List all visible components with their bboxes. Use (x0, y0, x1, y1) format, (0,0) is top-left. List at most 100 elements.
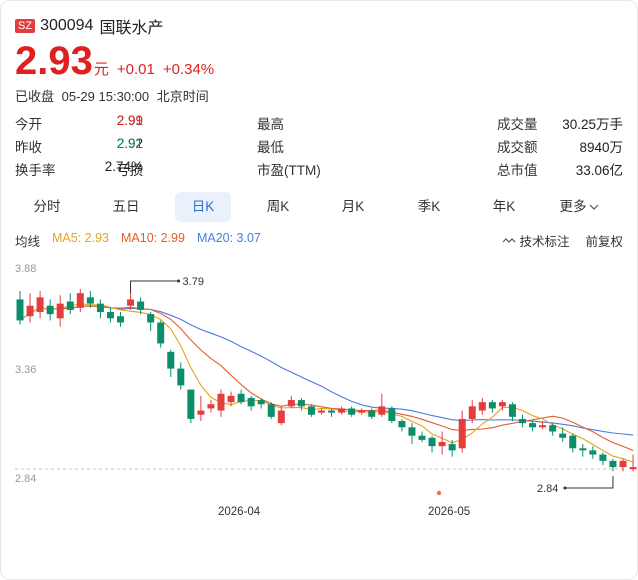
tab-label: 季K (417, 199, 441, 214)
stat-label: 最低 (257, 140, 284, 155)
price-row: 2.93 元 +0.01 +0.34% (15, 39, 214, 83)
candle-body (338, 408, 346, 413)
ma5-line (19, 303, 634, 463)
stock-name[interactable]: 国联水产 (99, 20, 164, 37)
kline-chart[interactable]: 3.88 3.36 2.84 3.79 2.84 (1, 256, 638, 526)
price-change: +0.01 (116, 61, 155, 78)
wave-icon (503, 237, 516, 243)
tab-2[interactable]: 日K (175, 192, 231, 222)
candle-body (438, 441, 446, 447)
stat-label: 最高 (257, 117, 284, 132)
candle-body (167, 351, 175, 369)
x-tick-label: 2026-04 (218, 506, 261, 518)
chevron-down-icon (589, 204, 598, 210)
candle-body (388, 408, 396, 422)
stat-label: 成交量 (497, 117, 538, 132)
tab-3[interactable]: 周K (252, 192, 304, 222)
candle-body (207, 404, 215, 409)
tab-1[interactable]: 五日 (100, 192, 152, 222)
tab-label: 月K (341, 199, 365, 214)
candle-body (237, 393, 245, 403)
tab-5[interactable]: 季K (403, 192, 455, 222)
stat-label: 换手率 (15, 163, 56, 178)
stat-label: 总市值 (497, 163, 538, 178)
stats-row: 昨收 2.92 最低 2.91 成交额 8940万 (15, 136, 625, 159)
market-badge: SZ (15, 19, 36, 33)
candle-body (418, 435, 426, 440)
ma-legend-label: 均线 (15, 235, 41, 249)
candle-body (609, 460, 617, 468)
period-tabs: 分时 五日 日K 周K 月K 季K 年K 更多 (15, 192, 625, 224)
candle-body (498, 402, 506, 407)
stats-row: 今开 2.91 最高 2.99 成交量 30.25万手 (15, 113, 625, 136)
candle-body (569, 435, 577, 449)
tab-label: 周K (266, 199, 290, 214)
candle-body (297, 400, 305, 407)
ma5-value: MA5: 2.93 (52, 231, 109, 245)
last-price: 2.93 (15, 39, 93, 83)
candle-body (307, 406, 315, 415)
market-status: 已收盘 05-29 15:30:00 北京时间 (15, 86, 209, 105)
tab-label: 分时 (33, 199, 61, 214)
tab-label: 日K (191, 199, 215, 214)
candle-body (66, 301, 74, 310)
low-leader (564, 476, 614, 489)
candle-body (378, 406, 386, 415)
stats-grid: 今开 2.91 最高 2.99 成交量 30.25万手 昨收 2.92 最低 2.91 成交额 894… (15, 113, 625, 182)
low-dot (563, 486, 567, 490)
candle-body (579, 448, 587, 451)
candle-body (358, 410, 366, 413)
stat-label: 成交额 (497, 140, 538, 155)
tab-label: 年K (492, 199, 516, 214)
candle-body (267, 404, 275, 417)
adjust-button[interactable]: 前复权 (585, 235, 623, 249)
candle-body (127, 299, 135, 306)
candle-body (519, 418, 526, 424)
candle-body (589, 450, 597, 455)
high-leader (130, 280, 179, 293)
candle-body (96, 303, 104, 313)
ma-legend: 均线 MA5: 2.93 MA10: 2.99 MA20: 3.07 (15, 231, 273, 250)
high-label: 3.79 (183, 276, 204, 288)
stat-label: 市盈(TTM) (257, 163, 321, 178)
candle-body (137, 301, 145, 310)
ma10-value: MA10: 2.99 (121, 231, 185, 245)
tab-label: 更多 (559, 199, 587, 214)
candle-body (187, 389, 195, 419)
candle-body (428, 437, 436, 447)
candle-body (177, 368, 185, 386)
event-marker (436, 490, 442, 496)
ma10-line (19, 305, 634, 451)
stats-row: 换手率 2.74% 市盈(TTM) 亏损 总市值 33.06亿 (15, 159, 625, 182)
candle-body (197, 410, 205, 415)
price-unit: 元 (93, 61, 109, 78)
candle-body (549, 425, 557, 432)
x-tick-label: 2026-05 (428, 506, 471, 518)
candle-body (227, 395, 235, 403)
candle-body (619, 460, 627, 468)
candle-body (398, 421, 406, 428)
tab-label: 五日 (112, 199, 140, 214)
y-tick-label: 3.36 (15, 364, 36, 376)
tab-0[interactable]: 分时 (21, 192, 73, 222)
candle-body (257, 400, 265, 405)
stat-label: 昨收 (15, 140, 42, 155)
y-tick-label: 3.88 (15, 263, 36, 275)
tab-4[interactable]: 月K (327, 192, 379, 222)
candle-body (629, 467, 637, 470)
candle-body (448, 444, 456, 451)
candle-body (488, 402, 496, 409)
indicator-button[interactable]: 技术标注 (519, 235, 570, 249)
stat-value: 33.06亿 (575, 163, 623, 178)
candle-body (348, 408, 356, 415)
tab-7[interactable]: 更多 (549, 192, 609, 222)
stock-code: 300094 (40, 17, 94, 34)
candle-body (86, 297, 94, 304)
candle-body (117, 316, 124, 323)
candle-body (408, 427, 416, 436)
candle-body (287, 400, 295, 407)
stat-value: 2.91 (116, 113, 143, 128)
tab-6[interactable]: 年K (478, 192, 530, 222)
stat-value: 2.91 (116, 136, 143, 151)
